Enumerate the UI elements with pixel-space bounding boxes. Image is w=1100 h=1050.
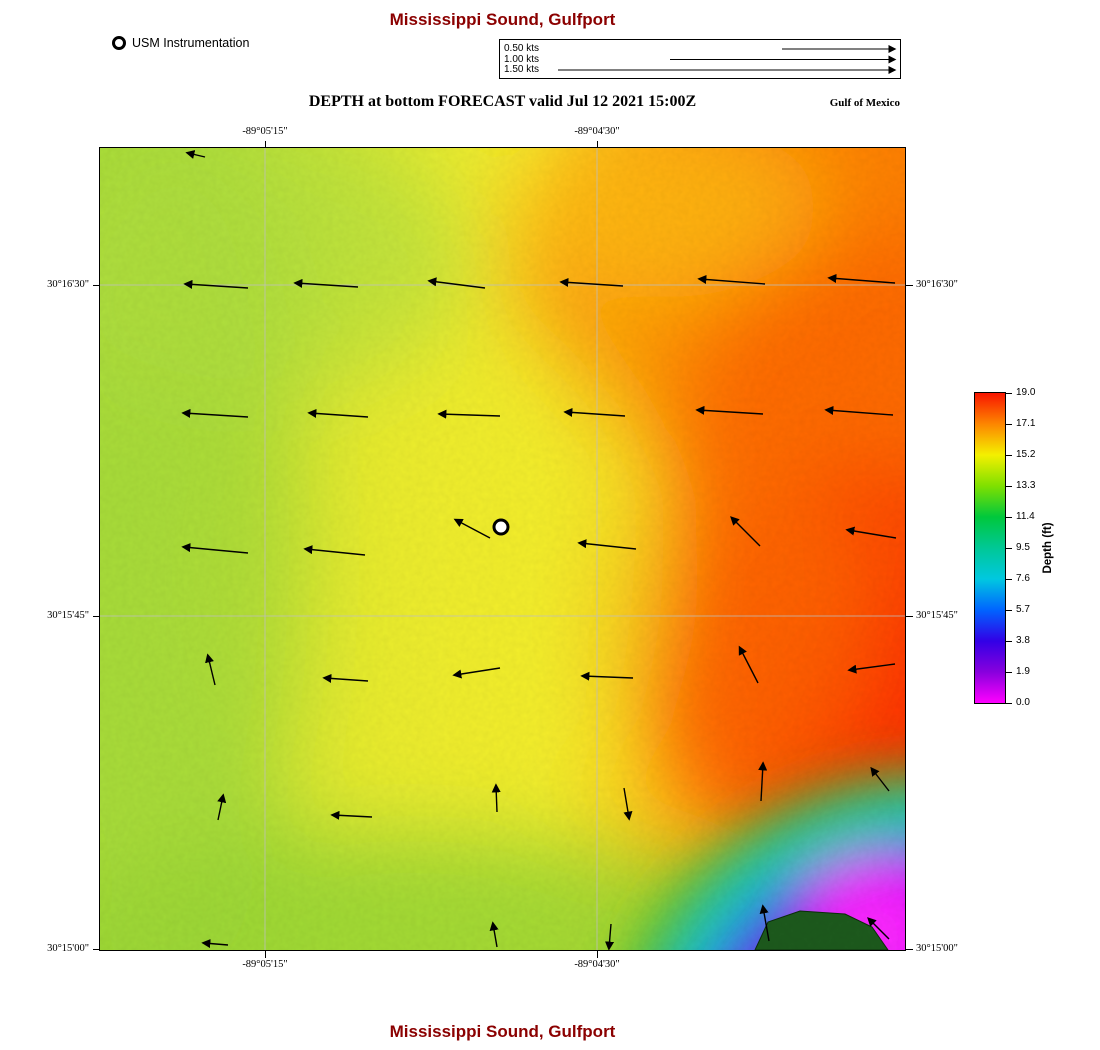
colorbar-tick-mark (1006, 702, 1012, 704)
velocity-scale-label: 1.00 kts (504, 53, 540, 65)
page-title: Mississippi Sound, Gulfport (389, 10, 616, 29)
colorbar-tick-mark (1006, 423, 1012, 425)
lon-tick-mark (264, 951, 266, 958)
colorbar-tick-label: 15.2 (1016, 449, 1036, 460)
lon-tick-label: -89°05'15" (242, 959, 288, 970)
colorbar-tick-mark (1006, 516, 1012, 518)
colorbar-tick-label: 13.3 (1016, 480, 1036, 491)
colorbar-tick-label: 9.5 (1016, 542, 1030, 553)
lat-tick-mark (93, 284, 100, 286)
lat-tick-label: 30°15'00" (916, 943, 958, 954)
instrument-legend-label: USM Instrumentation (132, 36, 250, 50)
lat-tick-label: 30°15'45" (916, 610, 958, 621)
colorbar-tick-mark (1006, 671, 1012, 673)
colorbar-tick-label: 5.7 (1016, 604, 1030, 615)
colorbar-tick-mark (1006, 392, 1012, 394)
lon-tick-mark (596, 141, 598, 148)
velocity-scale-legend: 0.50 kts 1.00 kts 1.50 kts (499, 39, 901, 79)
depth-forecast-map (100, 148, 905, 950)
colorbar-tick-label: 11.4 (1016, 511, 1035, 522)
colorbar-tick-mark (1006, 547, 1012, 549)
colorbar-tick-label: 0.0 (1016, 697, 1030, 708)
lon-tick-label: -89°05'15" (242, 126, 288, 137)
grid-lines (100, 148, 905, 950)
colorbar-tick-label: 7.6 (1016, 573, 1030, 584)
map-area (99, 147, 906, 951)
lat-tick-mark (906, 948, 913, 950)
region-label: Gulf of Mexico (829, 97, 900, 109)
lat-tick-mark (906, 284, 913, 286)
colorbar-tick-label: 17.1 (1016, 418, 1036, 429)
colorbar-tick-label: 3.8 (1016, 635, 1030, 646)
colorbar-tick-label: 1.9 (1016, 666, 1030, 677)
colorbar-tick-mark (1006, 485, 1012, 487)
page-title-bottom: Mississippi Sound, Gulfport (389, 1022, 616, 1041)
lon-tick-mark (264, 141, 266, 148)
colorbar (974, 392, 1006, 704)
current-vectors (181, 150, 897, 950)
lon-tick-mark (596, 951, 598, 958)
lon-tick-label: -89°04'30" (574, 126, 620, 137)
lat-tick-label: 30°15'00" (47, 943, 89, 954)
colorbar-tick-mark (1006, 578, 1012, 580)
lon-tick-label: -89°04'30" (574, 959, 620, 970)
colorbar-tick-mark (1006, 609, 1012, 611)
forecast-subtitle: DEPTH at bottom FORECAST valid Jul 12 20… (308, 93, 697, 110)
lat-tick-mark (93, 615, 100, 617)
lat-tick-label: 30°16'30" (47, 279, 89, 290)
colorbar-title: Depth (ft) (1042, 522, 1054, 574)
velocity-scale-arrows (558, 45, 897, 74)
lat-tick-label: 30°16'30" (916, 279, 958, 290)
lat-tick-mark (906, 615, 913, 617)
lat-tick-mark (93, 948, 100, 950)
velocity-scale-label: 0.50 kts (504, 43, 540, 54)
instrument-marker-icon (112, 36, 126, 50)
station-marker (492, 518, 510, 536)
colorbar-tick-mark (1006, 640, 1012, 642)
colorbar-tick-mark (1006, 454, 1012, 456)
instrument-legend: USM Instrumentation (112, 36, 249, 50)
texture-overlay (100, 148, 905, 950)
colorbar-tick-label: 19.0 (1016, 387, 1036, 398)
velocity-scale-label: 1.50 kts (504, 64, 540, 75)
lat-tick-label: 30°15'45" (47, 610, 89, 621)
